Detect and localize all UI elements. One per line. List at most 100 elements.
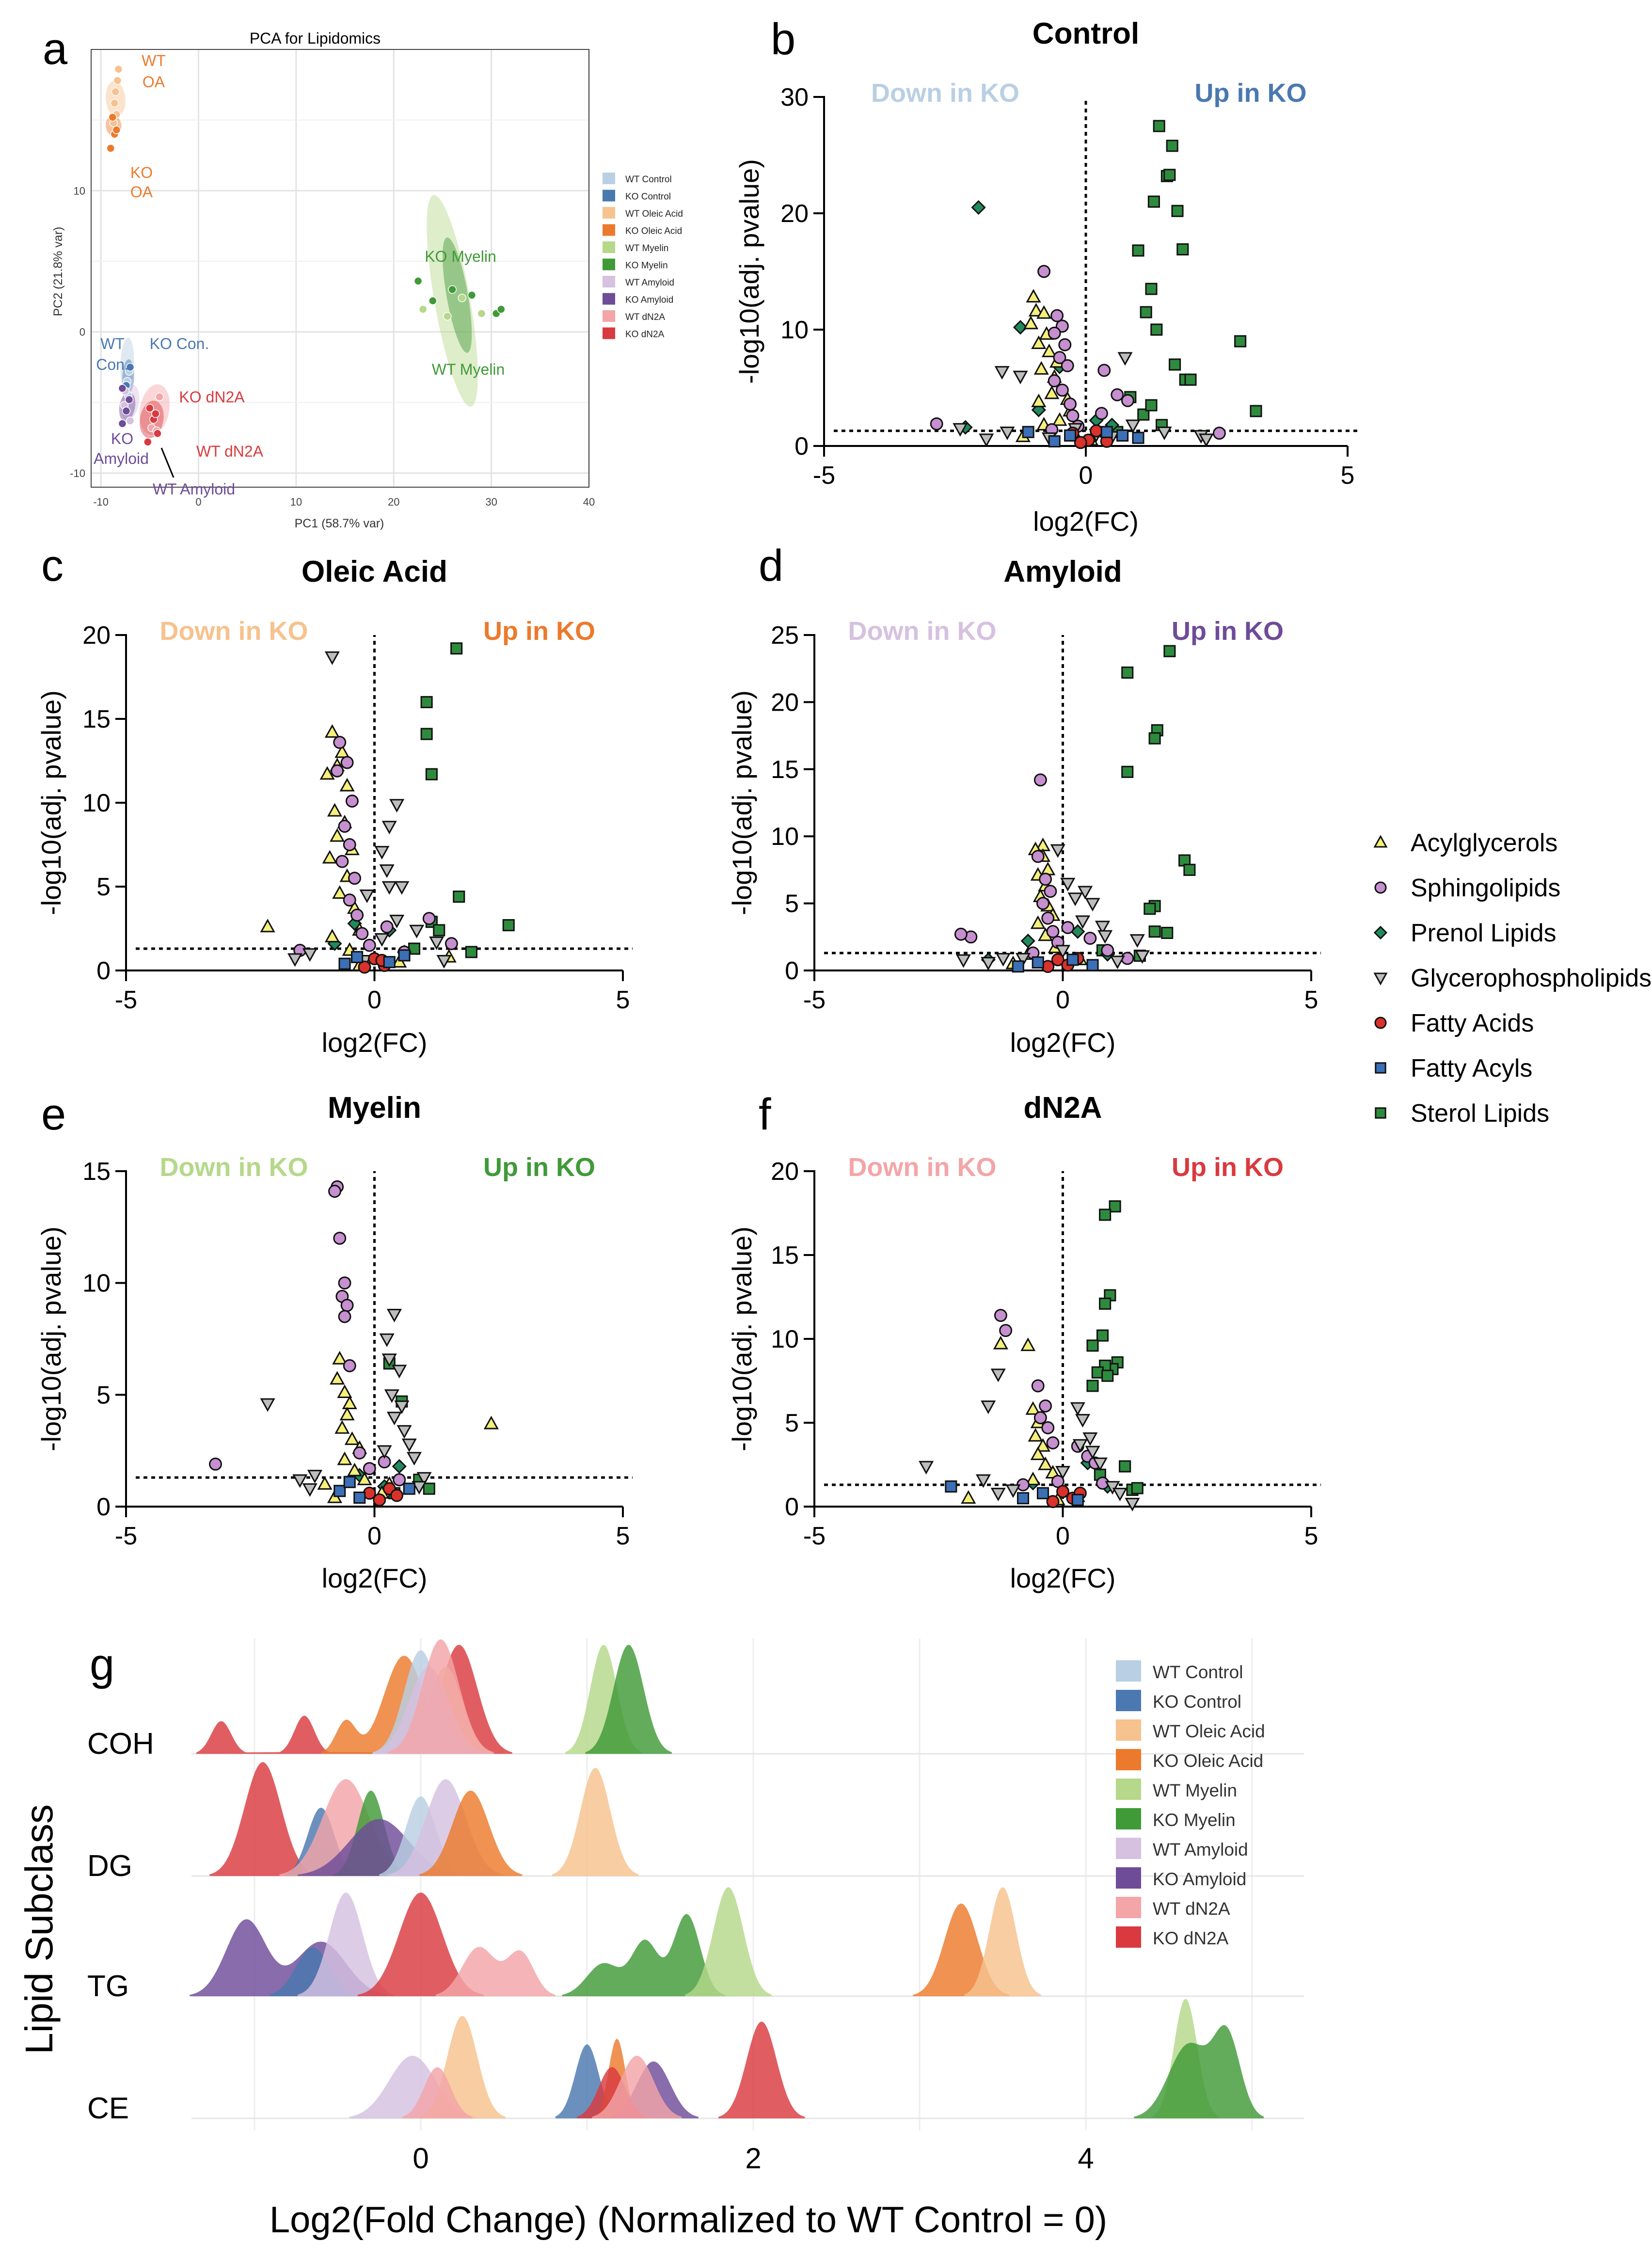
group-label: KO dN2A	[179, 388, 245, 406]
data-point	[423, 1482, 435, 1495]
legend-label: KO Oleic Acid	[1153, 1751, 1263, 1771]
density-ridge	[685, 1887, 772, 1996]
data-point	[1058, 338, 1072, 351]
x-tick-label: -5	[803, 1522, 826, 1550]
data-point	[1048, 374, 1061, 388]
data-point	[1048, 435, 1061, 447]
panel-title: Amyloid	[1003, 555, 1122, 588]
up-in-ko-label: Up in KO	[483, 1153, 595, 1182]
legend-label: Sphingolipids	[1411, 874, 1560, 902]
data-point	[338, 819, 351, 833]
data-point	[1121, 765, 1134, 778]
down-in-ko-label: Down in KO	[160, 617, 308, 646]
x-tick-label: 0	[1056, 1522, 1070, 1550]
data-point	[1050, 309, 1064, 322]
data-point	[1061, 921, 1075, 934]
density-ridge	[1134, 2025, 1264, 2118]
pca-point	[413, 276, 423, 286]
data-point	[1101, 944, 1114, 957]
data-point	[1169, 358, 1181, 371]
row-label: COH	[87, 1727, 154, 1761]
x-tick-label: 4	[1078, 2142, 1094, 2175]
data-point	[330, 828, 345, 842]
pca-point	[112, 126, 121, 134]
density-ridge	[718, 2021, 805, 2118]
down-in-ko-label: Down in KO	[848, 1153, 997, 1182]
data-point	[1082, 1432, 1098, 1446]
data-point	[1092, 1457, 1108, 1471]
data-point	[1096, 1329, 1109, 1342]
data-point	[1041, 911, 1055, 925]
data-point	[1119, 1460, 1131, 1473]
legend-label: KO Amyloid	[625, 295, 673, 305]
density-ridge	[964, 1887, 1041, 1996]
legend-swatch	[603, 224, 615, 236]
data-point	[1097, 930, 1113, 944]
density-ridge	[402, 2067, 473, 2118]
data-point	[302, 1483, 318, 1497]
x-tick-label: 0	[367, 986, 381, 1014]
x-axis-label: log2(FC)	[322, 1027, 428, 1058]
data-point	[393, 1473, 406, 1487]
group-label: KO Myelin	[425, 248, 496, 265]
data-point	[1041, 343, 1057, 357]
group-label: Amyloid	[94, 450, 149, 467]
data-point	[342, 1396, 357, 1410]
data-point	[317, 1476, 333, 1490]
data-point	[1012, 960, 1024, 973]
y-tick-label: 0	[785, 1493, 799, 1521]
data-point	[353, 1446, 366, 1460]
data-point	[1131, 1482, 1144, 1494]
data-point	[333, 1231, 347, 1245]
data-point	[348, 872, 361, 885]
y-axis-label: -log10(adj. pvalue)	[36, 1226, 66, 1451]
data-point	[1052, 412, 1067, 426]
data-point	[1046, 925, 1060, 938]
y-tick-label: 0	[96, 1493, 111, 1521]
pca-point	[477, 309, 486, 318]
data-point	[1250, 405, 1262, 417]
data-point	[1157, 426, 1172, 440]
data-point	[1099, 1297, 1112, 1310]
pca-point	[118, 384, 127, 393]
data-point	[1148, 925, 1161, 938]
data-point	[1025, 1401, 1041, 1415]
down-in-ko-label: Down in KO	[848, 617, 997, 646]
data-point	[334, 1420, 350, 1434]
data-point	[209, 1457, 222, 1471]
data-point	[1046, 1495, 1060, 1509]
data-point	[1036, 897, 1049, 910]
data-point	[1116, 429, 1129, 442]
data-point	[1121, 394, 1134, 407]
data-point	[338, 1310, 351, 1323]
legend-label: KO Myelin	[1153, 1810, 1236, 1830]
data-point	[425, 768, 438, 780]
pca-point	[108, 113, 117, 122]
data-point	[377, 1445, 392, 1459]
data-point	[994, 366, 1010, 380]
x-axis-label: log2(FC)	[1010, 1027, 1116, 1058]
pca-panel-a: a PCA for Lipidomics -10 0 10 20 30 40 10 0 -10 PC1…	[43, 24, 683, 530]
panel-title: Myelin	[328, 1091, 421, 1125]
legend-label: WT Myelin	[1153, 1780, 1237, 1800]
data-point	[999, 1324, 1013, 1337]
data-point	[386, 1309, 402, 1322]
data-point	[1036, 1487, 1049, 1499]
data-point	[1071, 1494, 1084, 1506]
data-point	[319, 766, 335, 780]
data-point	[971, 200, 986, 215]
data-point	[1051, 953, 1064, 967]
data-point	[1097, 364, 1111, 377]
ridge-panel-g: g COH DG TG CE 0 2 4 Log2(Fold Change) (Normaliz…	[17, 1638, 1304, 2241]
data-point	[343, 838, 356, 851]
plot-frame	[91, 49, 589, 488]
data-point	[1166, 140, 1178, 152]
data-point	[1101, 1369, 1114, 1382]
legend-label: Sterol Lipids	[1411, 1099, 1549, 1128]
y-axis-label: -log10(adj. pvalue)	[727, 1226, 757, 1451]
legend-swatch	[603, 327, 615, 339]
group-label: WT dN2A	[196, 443, 264, 460]
